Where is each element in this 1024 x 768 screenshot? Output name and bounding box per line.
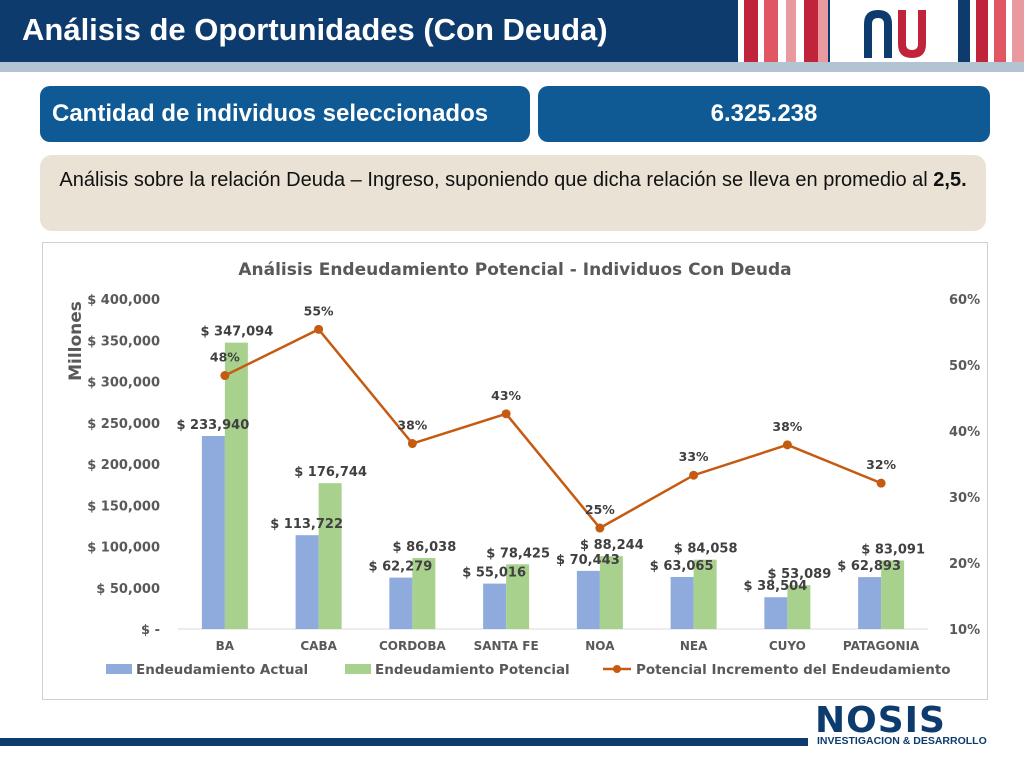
bar-actual [670, 576, 694, 629]
data-label-potential: $ 88,244 [580, 538, 644, 553]
y-tick-label: $ 200,000 [87, 458, 160, 473]
x-tick-label: CABA [300, 639, 337, 653]
data-label-increment: 48% [210, 350, 240, 365]
bar-potential [599, 556, 623, 629]
footer-bar [0, 738, 808, 746]
bar-potential [787, 585, 811, 629]
line-point [314, 324, 324, 334]
y-tick-label: $ 400,000 [87, 293, 160, 308]
line-point [689, 470, 699, 480]
data-label-potential: $ 86,038 [393, 540, 457, 555]
data-label-increment: 32% [866, 457, 896, 472]
bar-actual [576, 570, 600, 629]
data-label-actual: $ 55,016 [462, 566, 526, 581]
chart-frame: Análisis Endeudamiento Potencial - Indiv… [42, 242, 988, 700]
x-tick-label: NOA [585, 639, 615, 653]
x-tick-label: CORDOBA [379, 639, 447, 653]
y-tick-label: $ 50,000 [96, 582, 160, 597]
y2-tick-label: 20% [949, 557, 980, 572]
data-label-increment: 38% [772, 419, 802, 434]
data-label-potential: $ 78,425 [486, 546, 550, 561]
bar-potential [318, 483, 342, 629]
header-bar [0, 0, 830, 62]
data-label-increment: 55% [304, 303, 334, 318]
data-label-potential: $ 83,091 [861, 542, 925, 557]
bar-potential [693, 559, 717, 629]
line-point [782, 440, 792, 450]
legend-swatch-potential [345, 664, 371, 674]
analysis-note-text: Análisis sobre la relación Deuda – Ingre… [59, 169, 934, 191]
bar-potential [881, 560, 905, 629]
header-stripes-right [958, 0, 1024, 62]
data-label-actual: $ 62,893 [837, 559, 901, 574]
y2-tick-label: 10% [949, 623, 980, 638]
data-label-increment: 25% [585, 502, 615, 517]
data-label-potential: $ 347,094 [200, 325, 273, 340]
bar-potential [412, 558, 436, 629]
line-point [501, 409, 511, 419]
summary-value: 6.325.238 [710, 100, 818, 127]
x-tick-label: CUYO [769, 639, 806, 653]
data-label-increment: 33% [679, 449, 709, 464]
y-tick-label: $ - [141, 623, 160, 638]
bar-potential [224, 342, 248, 629]
data-label-increment: 38% [397, 418, 427, 433]
summary-label: Cantidad de individuos seleccionados [52, 100, 489, 127]
data-label-actual: $ 233,940 [176, 418, 249, 433]
y-tick-label: $ 250,000 [87, 417, 160, 432]
y2-tick-label: 40% [949, 425, 980, 440]
analysis-note: Análisis sobre la relación Deuda – Ingre… [40, 155, 986, 231]
nosis-tagline: INVESTIGACION & DESARROLLO [817, 735, 987, 747]
legend-marker-increment [613, 665, 621, 673]
data-label-potential: $ 84,058 [674, 542, 738, 557]
analysis-note-ratio: 2,5. [933, 169, 967, 191]
bar-actual [483, 583, 507, 629]
y-tick-label: $ 350,000 [87, 334, 160, 349]
y-tick-label: $ 100,000 [87, 541, 160, 556]
line-point [595, 523, 605, 533]
brand-logo [848, 2, 950, 68]
data-label-increment: 43% [491, 388, 521, 403]
y-tick-label: $ 150,000 [87, 499, 160, 514]
data-label-actual: $ 70,443 [556, 553, 620, 568]
bar-actual [201, 435, 225, 629]
chart-title: Análisis Endeudamiento Potencial - Indiv… [238, 260, 791, 280]
legend-swatch-actual [106, 664, 132, 674]
data-label-potential: $ 53,089 [768, 567, 832, 582]
bar-actual [295, 535, 319, 629]
nosis-wordmark: NOSIS [815, 700, 946, 741]
header-stripes-left [728, 0, 828, 62]
y-tick-label: $ 300,000 [87, 376, 160, 391]
line-increment [224, 327, 882, 530]
bar-actual [764, 597, 788, 629]
legend-label: Potencial Incremento del Endeudamiento [636, 662, 951, 678]
legend-label: Endeudamiento Potencial [375, 662, 570, 678]
summary-label-box: Cantidad de individuos seleccionados [40, 86, 530, 142]
x-tick-label: SANTA FE [474, 639, 539, 653]
data-label-actual: $ 63,065 [650, 559, 714, 574]
bar-potential [506, 564, 530, 629]
x-tick-label: BA [216, 639, 235, 653]
data-label-actual: $ 38,504 [744, 579, 808, 594]
x-tick-label: NEA [680, 639, 708, 653]
y2-tick-label: 60% [949, 293, 980, 308]
debt-chart: Análisis Endeudamiento Potencial - Indiv… [66, 260, 980, 678]
page-title: Análisis de Oportunidades (Con Deuda) [22, 12, 608, 47]
y-axis-label: Millones [66, 301, 86, 381]
legend-label: Endeudamiento Actual [136, 662, 308, 678]
summary-value-box: 6.325.238 [538, 86, 990, 142]
data-label-actual: $ 113,722 [270, 517, 343, 532]
y2-tick-label: 50% [949, 359, 980, 374]
x-tick-label: PATAGONIA [843, 639, 920, 653]
nosis-logo: NOSIS INVESTIGACION & DESARROLLO [815, 700, 1020, 760]
y2-tick-label: 30% [949, 491, 980, 506]
bar-actual [389, 577, 413, 629]
data-label-actual: $ 62,279 [369, 560, 433, 575]
header-band [0, 62, 1024, 72]
line-point [407, 439, 417, 449]
bar-actual [858, 577, 882, 629]
line-point [876, 478, 886, 488]
line-point [220, 371, 230, 381]
data-label-potential: $ 176,744 [294, 465, 367, 480]
